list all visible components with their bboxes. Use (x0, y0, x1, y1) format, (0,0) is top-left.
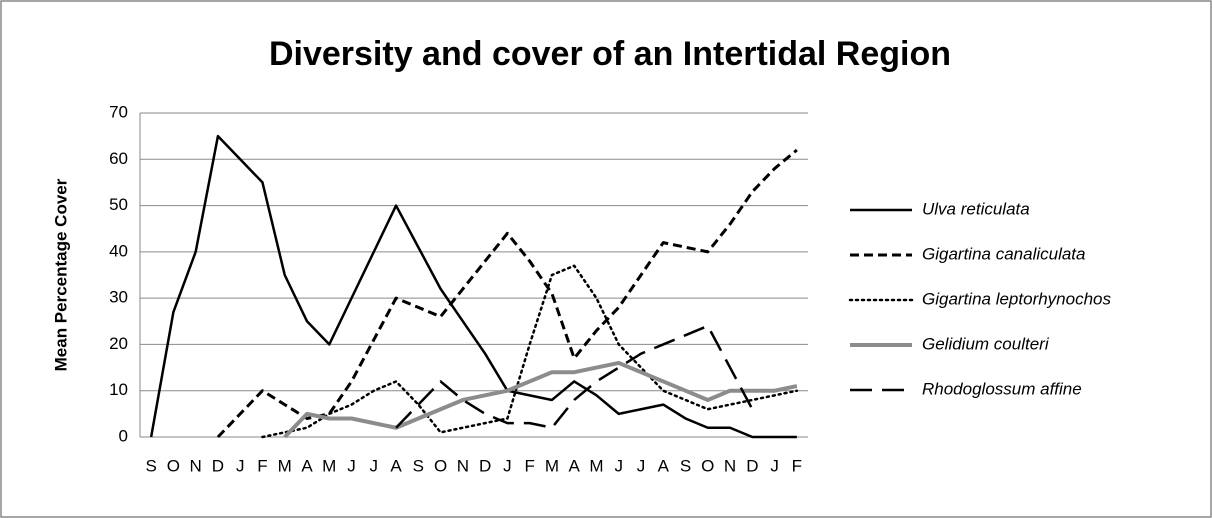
y-tick-label: 50 (109, 195, 128, 214)
y-tick-label: 60 (109, 149, 128, 168)
x-tick-label: J (503, 456, 512, 475)
y-axis-label: Mean Percentage Cover (51, 178, 70, 371)
x-tick-label: D (479, 456, 491, 475)
legend-label: Gigartina leptorhynochos (922, 289, 1112, 308)
x-tick-label: J (770, 456, 779, 475)
x-tick-label: D (212, 456, 224, 475)
x-tick-label: D (746, 456, 758, 475)
y-tick-label: 70 (109, 102, 128, 121)
legend-label: Rhodoglossum affine (922, 379, 1082, 398)
series-line (395, 324, 754, 429)
x-tick-label: O (167, 456, 180, 475)
y-tick-label: 30 (109, 288, 128, 307)
x-tick-label: N (190, 456, 202, 475)
x-tick-label: F (257, 456, 267, 475)
y-tick-label: 10 (109, 380, 128, 399)
series-line (149, 134, 797, 439)
x-tick-label: J (370, 456, 379, 475)
x-tick-label: A (301, 456, 313, 475)
x-tick-label: J (236, 456, 245, 475)
x-tick-label: M (278, 456, 292, 475)
x-tick-label: S (413, 456, 424, 475)
x-tick-label: A (390, 456, 402, 475)
x-tick-label: N (457, 456, 469, 475)
y-tick-label: 0 (119, 426, 128, 445)
x-tick-label: J (614, 456, 623, 475)
legend-label: Gigartina canaliculata (922, 244, 1085, 263)
series-line (216, 148, 798, 439)
series-line (261, 264, 799, 439)
series-line (283, 360, 798, 439)
x-tick-label: S (145, 456, 156, 475)
x-tick-label: A (658, 456, 670, 475)
x-tick-label: M (322, 456, 336, 475)
x-tick-label: O (434, 456, 447, 475)
x-tick-label: M (589, 456, 603, 475)
chart-title: Diversity and cover of an Intertidal Reg… (269, 35, 951, 73)
y-tick-label: 20 (109, 334, 128, 353)
x-tick-label: F (524, 456, 534, 475)
y-tick-label: 40 (109, 241, 128, 260)
x-tick-label: S (680, 456, 691, 475)
x-tick-label: J (347, 456, 356, 475)
x-tick-label: O (701, 456, 714, 475)
x-tick-label: N (724, 456, 736, 475)
x-tick-label: F (792, 456, 802, 475)
legend-label: Ulva reticulata (922, 199, 1030, 218)
x-tick-label: M (545, 456, 559, 475)
x-tick-label: A (569, 456, 581, 475)
x-tick-label: J (637, 456, 646, 475)
legend-label: Gelidium coulteri (922, 334, 1050, 353)
